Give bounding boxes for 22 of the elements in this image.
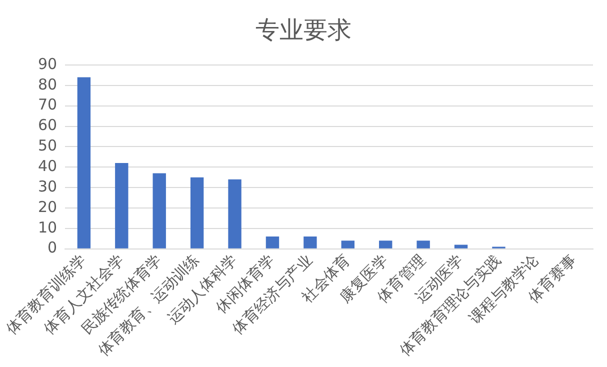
bar <box>416 240 430 248</box>
y-tick-label: 0 <box>48 238 58 257</box>
bar <box>304 236 317 248</box>
bar <box>77 77 91 248</box>
y-tick-label: 80 <box>38 75 58 94</box>
y-tick-label: 10 <box>38 218 58 236</box>
bar <box>266 236 280 248</box>
bar <box>190 177 204 248</box>
chart-title: 专业要求 <box>254 15 352 46</box>
y-tick-label: 50 <box>38 136 58 155</box>
y-tick-label: 90 <box>38 54 58 73</box>
y-tick-label: 70 <box>38 96 58 114</box>
bar <box>379 240 392 248</box>
y-tick-label: 60 <box>38 116 58 134</box>
bar <box>152 173 166 248</box>
bar <box>454 244 468 248</box>
bar <box>115 163 128 248</box>
bar <box>228 179 242 248</box>
bar <box>341 240 354 248</box>
y-tick-label: 20 <box>38 198 58 216</box>
y-tick-label: 30 <box>38 177 58 196</box>
y-tick-label: 40 <box>38 157 58 176</box>
